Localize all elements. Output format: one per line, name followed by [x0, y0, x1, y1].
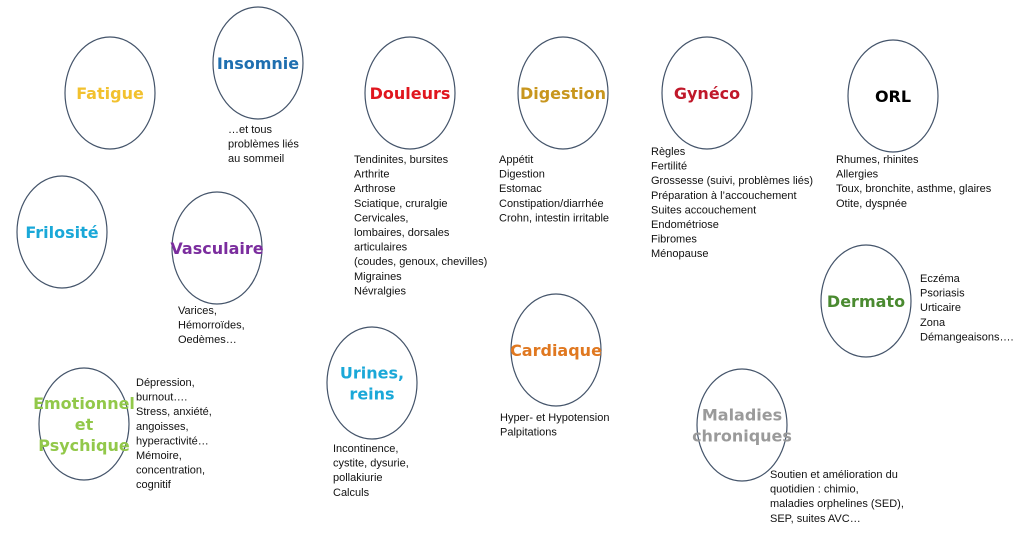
node-item: quotidien : chimio,	[770, 484, 859, 496]
node-item: concentration,	[136, 465, 205, 477]
node-item: lombaires, dorsales	[354, 227, 450, 239]
node-circle	[696, 368, 788, 482]
node-item: Arthrite	[354, 169, 389, 181]
node-circle	[364, 36, 456, 150]
node-item: burnout….	[136, 392, 187, 404]
node-label: Maladies	[702, 406, 782, 425]
node-item: …et tous	[228, 124, 273, 136]
node-circle	[847, 39, 939, 153]
node-label: Cardiaque	[510, 341, 602, 360]
node-label: Psychique	[38, 436, 130, 455]
node-item: Mémoire,	[136, 450, 182, 462]
node-label: Insomnie	[217, 54, 299, 73]
node-item: Grossesse (suivi, problèmes liés)	[651, 175, 813, 187]
node-item: Endométriose	[651, 219, 719, 231]
node-item: SEP, suites AVC…	[770, 513, 861, 525]
node-item: Arthrose	[354, 183, 396, 195]
node-item: Rhumes, rhinites	[836, 154, 919, 166]
node-item: Stress, anxiété,	[136, 406, 212, 418]
node-item: maladies orphelines (SED),	[770, 498, 904, 510]
node-item: Estomac	[499, 183, 542, 195]
node-label: Vasculaire	[170, 239, 263, 258]
node-circle	[517, 36, 609, 150]
node-item: pollakiurie	[333, 472, 383, 484]
node-item: cystite, dysurie,	[333, 458, 409, 470]
node-item: Palpitations	[500, 427, 557, 439]
node-circle	[212, 6, 304, 120]
node-label: Douleurs	[370, 84, 451, 103]
node-label: ORL	[875, 87, 911, 106]
node-item: Suites accouchement	[651, 204, 756, 216]
node-item: Calculs	[333, 487, 370, 499]
node-circle	[510, 293, 602, 407]
node-item: Hémorroïdes,	[178, 320, 245, 332]
node-item: Ménopause	[651, 248, 709, 260]
node-item: Toux, bronchite, asthme, glaires	[836, 183, 992, 195]
node-label: et	[75, 415, 94, 434]
node-item: Crohn, intestin irritable	[499, 212, 609, 224]
node-item: problèmes liés	[228, 139, 299, 151]
node-label: Fatigue	[76, 84, 144, 103]
node-label: chroniques	[692, 427, 792, 446]
node-item: Urticaire	[920, 302, 961, 314]
node-label: Digestion	[520, 84, 606, 103]
node-item: Démangeaisons….	[920, 331, 1014, 343]
node-item: Préparation à l’accouchement	[651, 190, 797, 202]
node-item: Soutien et amélioration du	[770, 469, 898, 481]
node-label: Emotionnel	[33, 394, 135, 413]
node-item: Zona	[920, 317, 946, 329]
node-label: Dermato	[827, 292, 905, 311]
node-item: angoisses,	[136, 421, 189, 433]
node-circle	[16, 175, 108, 289]
node-item: Hyper- et Hypotension	[500, 412, 609, 424]
node-label: reins	[349, 385, 394, 404]
node-item: Fibromes	[651, 234, 697, 246]
node-circle	[661, 36, 753, 150]
node-item: hyperactivité…	[136, 435, 209, 447]
node-item: Constipation/diarrhée	[499, 198, 604, 210]
node-item: Eczéma	[920, 273, 961, 285]
node-item: Cervicales,	[354, 212, 408, 224]
node-item: (coudes, genoux, chevilles)	[354, 256, 487, 268]
node-item: Incontinence,	[333, 443, 398, 455]
node-label: Gynéco	[674, 84, 740, 103]
node-item: Sciatique, cruralgie	[354, 198, 448, 210]
node-item: Tendinites, bursites	[354, 154, 449, 166]
node-item: Otite, dyspnée	[836, 198, 907, 210]
node-item: Migraines	[354, 271, 402, 283]
node-label: Urines,	[340, 364, 404, 383]
node-circle	[64, 36, 156, 150]
node-circle	[820, 244, 912, 358]
node-circle	[326, 326, 418, 440]
node-item: Oedèmes…	[178, 334, 237, 346]
node-circle	[38, 367, 130, 481]
node-item: Appétit	[499, 154, 533, 166]
node-item: cognitif	[136, 479, 172, 491]
node-item: Allergies	[836, 169, 879, 181]
node-item: Digestion	[499, 169, 545, 181]
node-item: Varices,	[178, 305, 217, 317]
node-item: articulaires	[354, 242, 408, 254]
node-item: Dépression,	[136, 377, 195, 389]
node-label: Frilosité	[25, 223, 98, 242]
node-item: Névralgies	[354, 285, 406, 297]
node-item: Règles	[651, 146, 686, 158]
node-item: Fertilité	[651, 161, 687, 173]
node-item: au sommeil	[228, 153, 284, 165]
node-item: Psoriasis	[920, 288, 965, 300]
node-circle	[171, 191, 263, 305]
